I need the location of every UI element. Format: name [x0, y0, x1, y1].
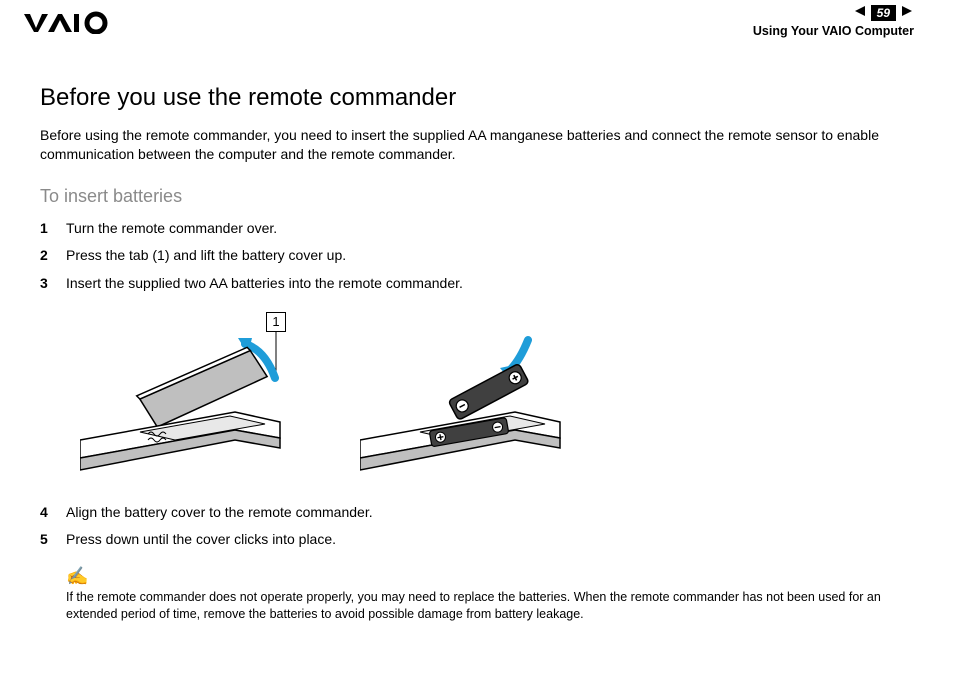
- step-text: Align the battery cover to the remote co…: [66, 503, 373, 523]
- step-number: 3: [40, 274, 66, 294]
- page-content: Before you use the remote commander Befo…: [0, 48, 954, 623]
- illustration-row: 1: [40, 302, 914, 503]
- step-text: Insert the supplied two AA batteries int…: [66, 274, 463, 294]
- next-page-arrow-icon[interactable]: [900, 4, 914, 22]
- intro-paragraph: Before using the remote commander, you n…: [40, 126, 914, 164]
- step-number: 2: [40, 246, 66, 266]
- step-text: Press down until the cover clicks into p…: [66, 530, 336, 550]
- page-header: 59 Using Your VAIO Computer: [0, 0, 954, 48]
- callout-label: 1: [266, 312, 286, 332]
- step-item: 5 Press down until the cover clicks into…: [40, 530, 914, 550]
- note-block: ✍ If the remote commander does not opera…: [40, 566, 914, 623]
- step-number: 1: [40, 219, 66, 239]
- section-label: Using Your VAIO Computer: [753, 24, 914, 38]
- vaio-logo: [24, 10, 116, 39]
- subheading: To insert batteries: [40, 186, 914, 207]
- step-item: 4 Align the battery cover to the remote …: [40, 503, 914, 523]
- steps-list: 1 Turn the remote commander over. 2 Pres…: [40, 219, 914, 294]
- prev-page-arrow-icon[interactable]: [853, 4, 867, 22]
- step-item: 1 Turn the remote commander over.: [40, 219, 914, 239]
- page-nav: 59: [753, 4, 914, 22]
- note-icon: ✍: [66, 566, 914, 587]
- header-right: 59 Using Your VAIO Computer: [753, 4, 914, 38]
- illustration-cover-lift: 1: [80, 320, 300, 485]
- illustration-battery-insert: [360, 320, 580, 485]
- step-item: 3 Insert the supplied two AA batteries i…: [40, 274, 914, 294]
- step-item: 2 Press the tab (1) and lift the battery…: [40, 246, 914, 266]
- page-number-badge: 59: [871, 5, 896, 21]
- page-heading: Before you use the remote commander: [40, 84, 914, 112]
- note-text: If the remote commander does not operate…: [66, 589, 914, 623]
- step-number: 5: [40, 530, 66, 550]
- steps-list-continued: 4 Align the battery cover to the remote …: [40, 503, 914, 550]
- step-number: 4: [40, 503, 66, 523]
- step-text: Press the tab (1) and lift the battery c…: [66, 246, 346, 266]
- step-text: Turn the remote commander over.: [66, 219, 277, 239]
